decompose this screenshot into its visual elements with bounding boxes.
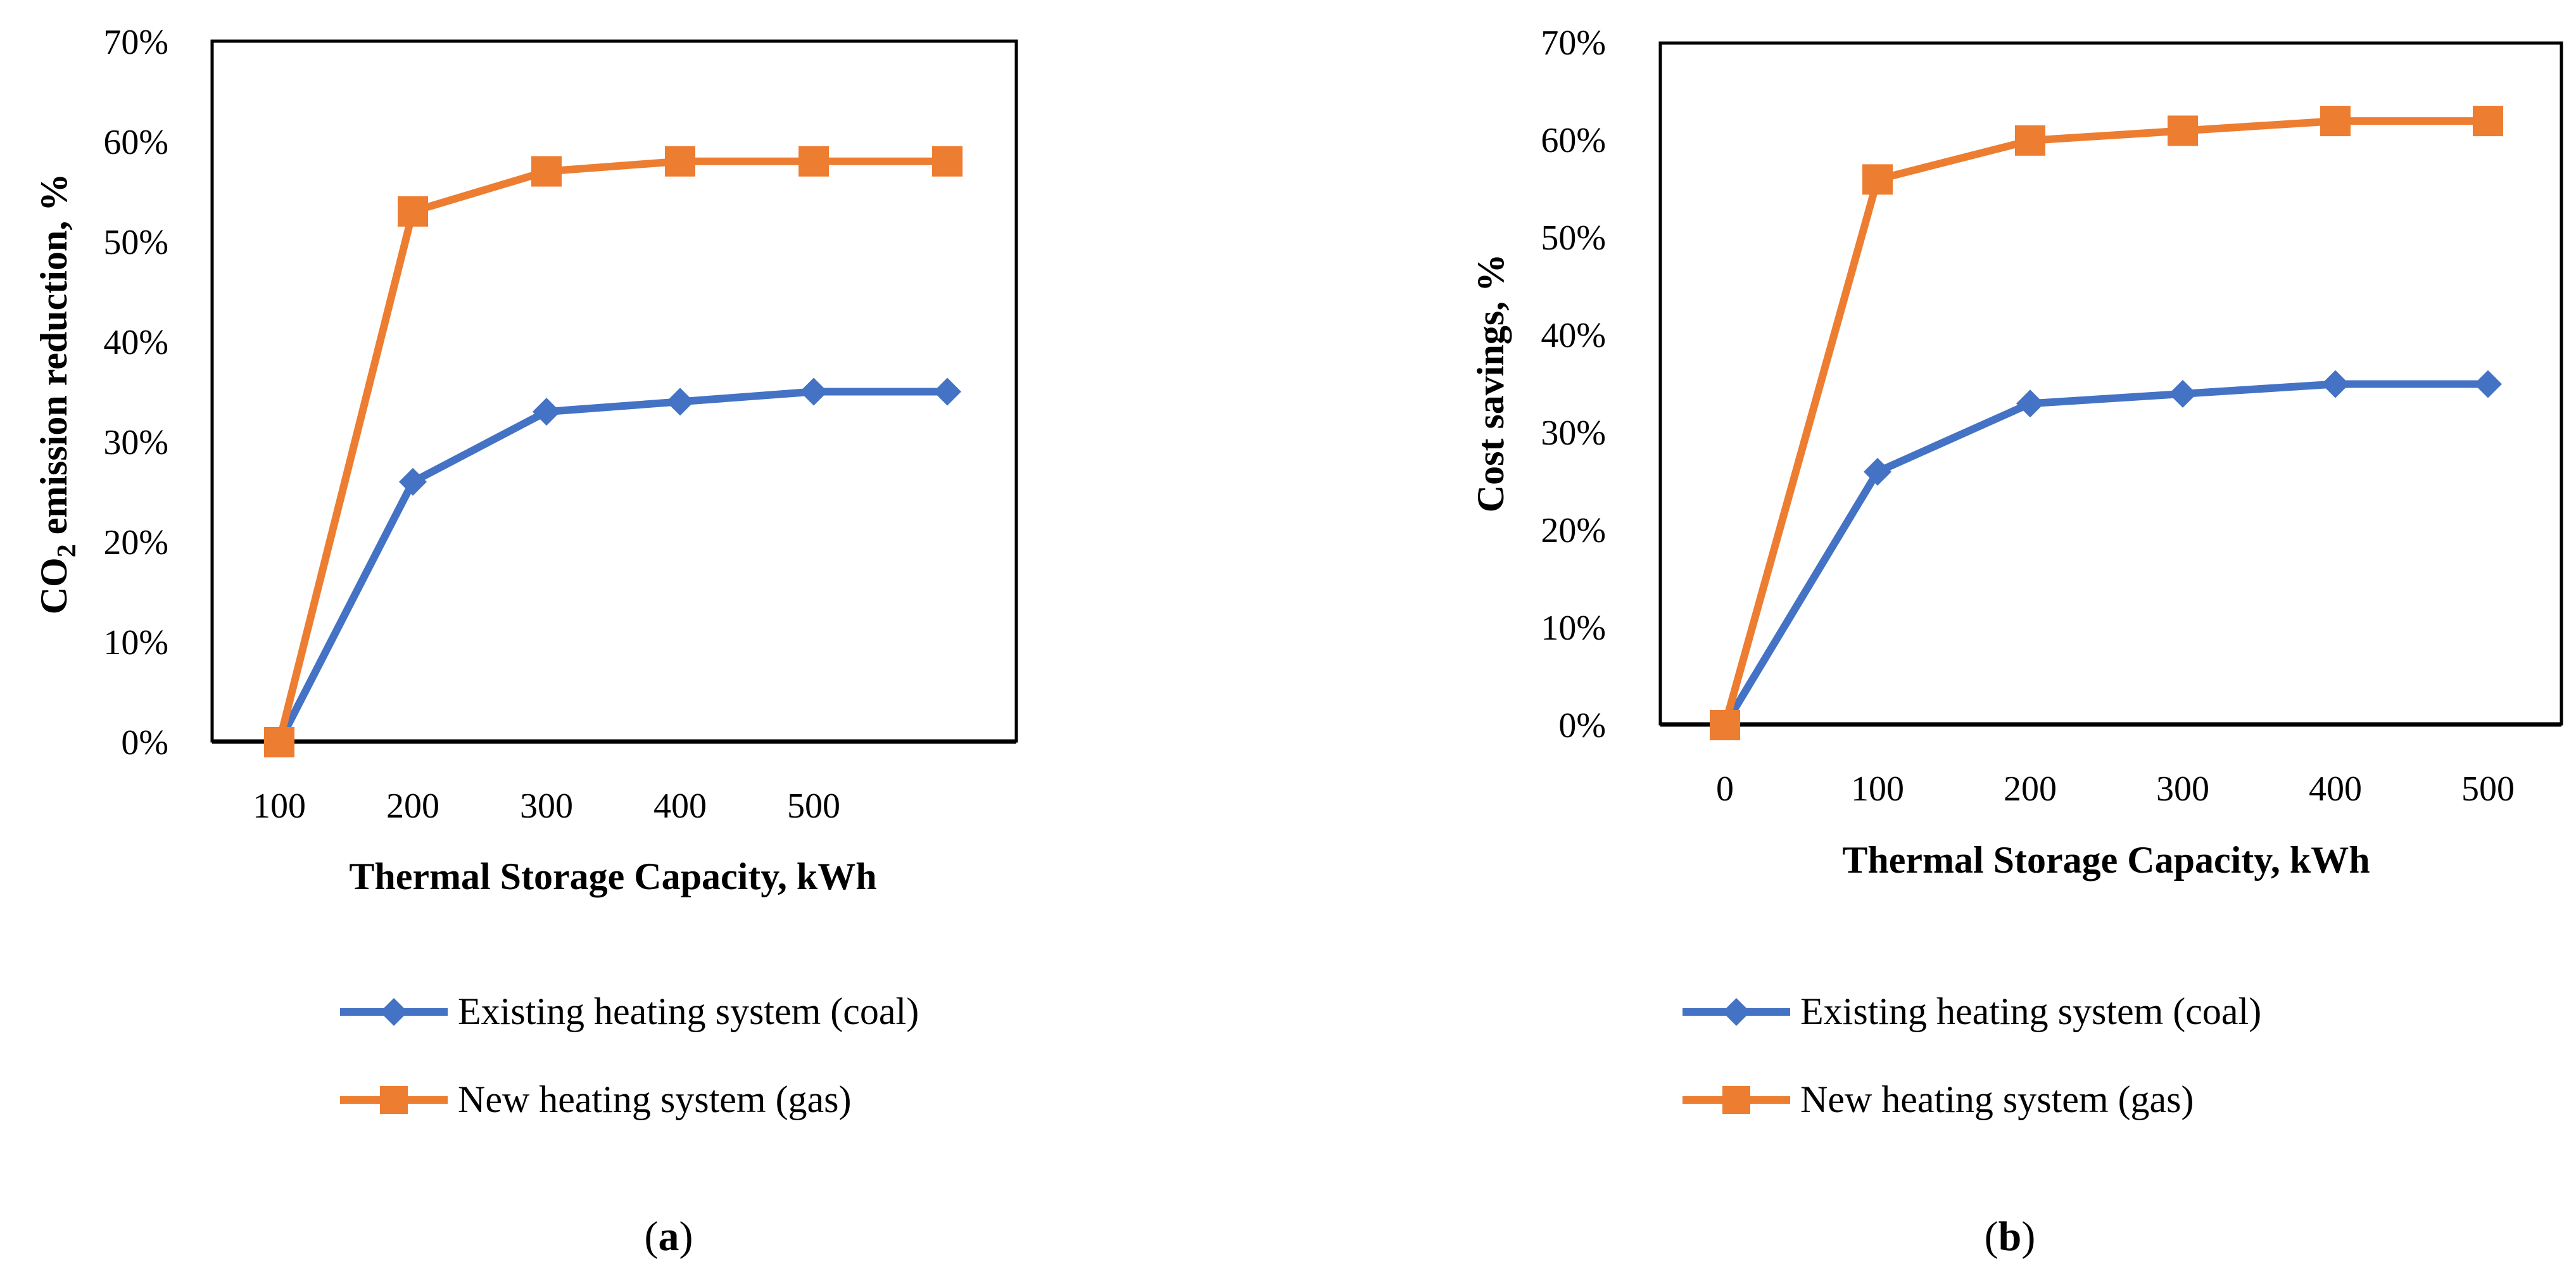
x-tick-label: 100 — [1851, 769, 1904, 809]
legend-a: Existing heating system (coal) New heati… — [340, 990, 919, 1120]
series-line-coal — [275, 388, 947, 744]
y-tick-label: 10% — [1541, 609, 1606, 648]
data-point-gas — [1862, 164, 1893, 195]
legend-label-coal-b: Existing heating system (coal) — [1800, 990, 2261, 1032]
x-axis-title-b: Thermal Storage Capacity, kWh — [1842, 839, 2370, 881]
legend-item-gas-b: New heating system (gas) — [1683, 1078, 2194, 1120]
y-tick-label: 70% — [103, 23, 168, 62]
legend-b: Existing heating system (coal) New heati… — [1683, 990, 2261, 1120]
series-line-gas — [275, 157, 947, 743]
series-layer-a — [264, 146, 963, 757]
y-tick-label: 40% — [1541, 316, 1606, 355]
caption-a: (a) — [645, 1213, 693, 1260]
data-point-coal — [2016, 389, 2044, 418]
x-tick-label: 100 — [253, 787, 306, 826]
data-point-coal — [2321, 370, 2349, 398]
y-tick-label: 40% — [103, 323, 168, 362]
legend-label-gas-b: New heating system (gas) — [1800, 1078, 2194, 1120]
legend-square-marker — [1722, 1086, 1750, 1114]
y-axis-title-b: Cost savings, % — [1470, 254, 1512, 512]
data-point-coal — [533, 398, 560, 426]
y-tick-label: 0% — [121, 723, 168, 762]
x-tick-label: 300 — [520, 787, 573, 826]
caption-b: (b) — [1985, 1213, 2036, 1260]
x-tick-label: 200 — [386, 787, 439, 826]
data-point-gas — [2320, 106, 2351, 137]
chart-a: 0% 10% 20% 30% 40% 50% 60% 70% 100 200 3… — [33, 23, 1018, 1260]
y-tick-label: 50% — [103, 223, 168, 262]
y-tick-label: 10% — [103, 623, 168, 662]
x-tick-label: 500 — [787, 787, 840, 826]
y-axis-title-suffix: emission reduction, % — [33, 174, 75, 545]
chart-b: 0% 10% 20% 30% 40% 50% 60% 70% 0 100 200… — [1470, 23, 2563, 1260]
y-tick-labels-a: 0% 10% 20% 30% 40% 50% 60% 70% — [103, 23, 168, 762]
x-tick-label: 0 — [1716, 769, 1734, 809]
y-axis-title-subscript: 2 — [53, 544, 82, 557]
data-point-coal — [1864, 457, 1891, 486]
x-tick-label: 200 — [2004, 769, 2057, 809]
y-tick-label: 50% — [1541, 218, 1606, 258]
data-point-coal — [2474, 370, 2502, 398]
series-layer-b — [1710, 106, 2503, 740]
data-point-gas — [398, 196, 428, 227]
y-tick-label: 30% — [103, 423, 168, 462]
legend-label-coal-a: Existing heating system (coal) — [458, 990, 919, 1032]
data-point-gas — [2015, 125, 2045, 156]
x-tick-label: 400 — [653, 787, 707, 826]
y-tick-label: 30% — [1541, 414, 1606, 453]
legend-diamond-marker — [380, 998, 408, 1026]
data-point-coal — [933, 377, 961, 406]
data-point-gas — [2168, 115, 2198, 146]
data-point-gas — [531, 156, 562, 187]
data-point-gas — [799, 146, 829, 177]
data-point-coal — [2169, 379, 2197, 408]
y-tick-label: 20% — [1541, 511, 1606, 550]
y-tick-label: 60% — [1541, 121, 1606, 160]
data-point-coal — [399, 467, 427, 496]
data-point-gas — [665, 146, 695, 177]
legend-item-gas-a: New heating system (gas) — [340, 1078, 852, 1120]
legend-item-coal-b: Existing heating system (coal) — [1683, 990, 2261, 1032]
legend-item-coal-a: Existing heating system (coal) — [340, 990, 919, 1032]
x-tick-label: 300 — [2156, 769, 2209, 809]
y-axis-title-prefix: CO — [33, 557, 75, 614]
series-line-coal — [1721, 380, 2488, 728]
legend-square-marker — [380, 1086, 408, 1114]
x-tick-label: 500 — [2461, 769, 2515, 809]
data-point-coal — [666, 388, 694, 416]
x-tick-label: 400 — [2309, 769, 2362, 809]
x-axis-title-a: Thermal Storage Capacity, kWh — [349, 856, 876, 897]
y-axis-title-a: CO2 emission reduction, % — [33, 174, 82, 615]
legend-diamond-marker — [1722, 998, 1750, 1026]
y-tick-label: 60% — [103, 123, 168, 162]
series-line-gas — [1721, 117, 2488, 726]
y-tick-label: 70% — [1541, 23, 1606, 63]
data-point-coal — [800, 377, 828, 406]
data-point-gas — [932, 146, 963, 177]
y-tick-label: 20% — [103, 523, 168, 562]
x-tick-labels-a: 100 200 300 400 500 — [253, 787, 840, 826]
legend-label-gas-a: New heating system (gas) — [458, 1078, 852, 1120]
y-tick-label: 0% — [1558, 706, 1606, 745]
data-point-gas — [1710, 710, 1740, 740]
x-tick-labels-b: 0 100 200 300 400 500 — [1716, 769, 2515, 809]
data-point-gas — [264, 727, 294, 757]
data-point-gas — [2473, 106, 2503, 137]
y-tick-labels-b: 0% 10% 20% 30% 40% 50% 60% 70% — [1541, 23, 1606, 745]
